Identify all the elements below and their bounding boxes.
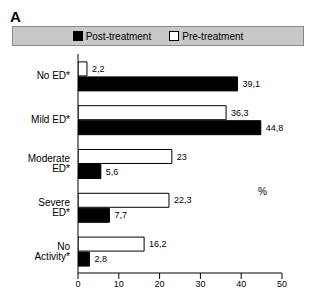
html-text:A: A: [10, 8, 21, 25]
svg-text:22,3: 22,3: [174, 195, 192, 205]
svg-text:2,8: 2,8: [94, 254, 107, 264]
svg-text:ModerateED*: ModerateED*: [28, 153, 71, 174]
svg-text:36,3: 36,3: [231, 108, 249, 118]
svg-text:30: 30: [195, 279, 205, 289]
html-text:Post-treatment: Post-treatment: [85, 30, 152, 42]
svg-text:16,2: 16,2: [149, 239, 167, 249]
svg-text:44,8: 44,8: [266, 123, 284, 133]
svg-text:7,7: 7,7: [114, 210, 127, 220]
svg-text:2,2: 2,2: [92, 64, 105, 74]
svg-text:Mild ED*: Mild ED*: [31, 114, 70, 125]
svg-text:23: 23: [177, 152, 187, 162]
svg-text:0: 0: [75, 279, 80, 289]
svg-text:No ED*: No ED*: [37, 70, 70, 81]
svg-text:40: 40: [236, 279, 246, 289]
svg-text:20: 20: [155, 279, 165, 289]
svg-text:SevereED*: SevereED*: [38, 197, 70, 218]
svg-text:39,1: 39,1: [243, 79, 261, 89]
svg-text:50: 50: [277, 279, 287, 289]
html-text:Pre-treatment: Pre-treatment: [182, 30, 244, 42]
svg-text:10: 10: [114, 279, 124, 289]
svg-text:NoActivity*: NoActivity*: [34, 241, 70, 262]
svg-text:5,6: 5,6: [106, 167, 119, 177]
